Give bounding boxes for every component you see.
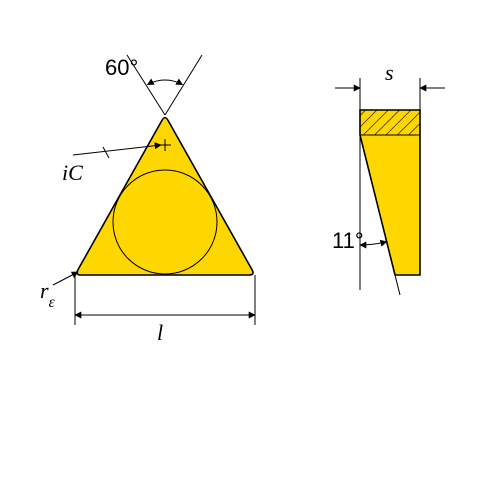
apex-angle-label: 60° bbox=[105, 55, 138, 80]
re-leader bbox=[53, 272, 78, 285]
apex-angle-arc bbox=[148, 80, 183, 85]
ic-label: iC bbox=[62, 160, 83, 185]
relief-angle-label: 11° bbox=[332, 228, 364, 253]
relief-angle-arc bbox=[360, 242, 387, 245]
hatch-region bbox=[360, 110, 420, 135]
re-label: rε bbox=[40, 278, 56, 311]
s-label: s bbox=[385, 60, 394, 85]
l-label: l bbox=[157, 320, 163, 345]
